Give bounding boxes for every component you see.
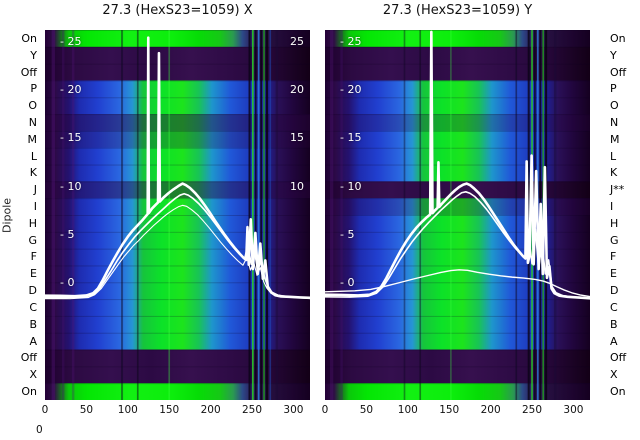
x-tick-label: 0: [41, 404, 49, 416]
dipole-row-label: P: [610, 82, 617, 96]
dipole-row-label: G: [610, 233, 619, 247]
dipole-row-label: K: [29, 166, 37, 180]
x-tick-label: 150: [439, 404, 460, 416]
dipole-row-label: O: [28, 99, 37, 113]
dipole-row-label: Off: [20, 351, 37, 365]
corner-label: 0: [36, 424, 43, 436]
x-tick-label: 200: [480, 404, 501, 416]
heatmap-panel-y: [325, 30, 590, 400]
dipole-row-label: A: [610, 334, 618, 348]
dipole-row-label: Off: [20, 65, 37, 79]
dipole-row-label: X: [29, 368, 37, 382]
dipole-row-label: G: [28, 233, 37, 247]
dipole-row-label: D: [28, 284, 37, 298]
dipole-row-label: Off: [610, 351, 627, 365]
dipole-row-label: H: [610, 216, 619, 230]
dipole-row-label: B: [610, 317, 618, 331]
dipole-row-label: D: [610, 284, 619, 298]
dipole-row-label: A: [29, 334, 37, 348]
dipole-row-label: On: [610, 384, 626, 398]
heatmap-panel-x: [45, 30, 310, 400]
dipole-row-label: B: [29, 317, 37, 331]
dipole-row-label: O: [610, 99, 619, 113]
dipole-row-label: On: [21, 384, 37, 398]
dipole-row-label: N: [610, 115, 619, 129]
dipole-row-label: P: [30, 82, 37, 96]
dipole-row-label: F: [30, 250, 37, 264]
panel-title-x: 27.3 (HexS23=1059) X: [102, 3, 253, 18]
dipole-row-label: E: [30, 267, 37, 281]
x-tick-label: 300: [563, 404, 584, 416]
dipole-row-label: E: [610, 267, 617, 281]
dipole-row-label: L: [610, 149, 617, 163]
dipole-row-label: C: [29, 300, 37, 314]
dipole-row-label: M: [610, 132, 620, 146]
x-tick-label: 100: [397, 404, 418, 416]
x-tick-label: 250: [242, 404, 263, 416]
x-tick-label: 0: [321, 404, 329, 416]
dipole-row-label: X: [610, 368, 618, 382]
dipole-row-label: Off: [610, 65, 627, 79]
x-tick-label: 100: [117, 404, 138, 416]
dipole-row-label: C: [610, 300, 618, 314]
dipole-row-label: N: [28, 115, 37, 129]
x-tick-label: 50: [79, 404, 94, 416]
dipole-row-label: On: [21, 31, 37, 45]
x-tick-label: 250: [522, 404, 543, 416]
dipole-row-label: Y: [610, 48, 617, 62]
dipole-row-label: M: [27, 132, 38, 146]
x-tick-label: 150: [159, 404, 180, 416]
panel-title-y: 27.3 (HexS23=1059) Y: [382, 3, 533, 18]
dipole-row-label: I: [33, 200, 37, 214]
dipole-row-label: F: [610, 250, 617, 264]
x-tick-label: 200: [200, 404, 221, 416]
x-tick-label: 300: [283, 404, 304, 416]
dipole-row-label: K: [610, 166, 618, 180]
dipole-row-label: J**: [610, 183, 625, 197]
dipole-row-label: L: [30, 149, 37, 163]
dipole-row-label: On: [610, 31, 626, 45]
dipole-row-label: Y: [30, 48, 37, 62]
dipole-row-label: H: [28, 216, 37, 230]
x-tick-label: 50: [359, 404, 374, 416]
dipole-row-label: I: [610, 200, 614, 214]
dipole-row-labels-right: On Y Off P O N M L K J** I H G F E D C B A Off X On: [604, 30, 640, 400]
dipole-row-label: J: [33, 183, 37, 197]
dipole-row-labels-left: On Y Off P O N M L K J I H G F E D C B A Off X On: [10, 30, 40, 400]
